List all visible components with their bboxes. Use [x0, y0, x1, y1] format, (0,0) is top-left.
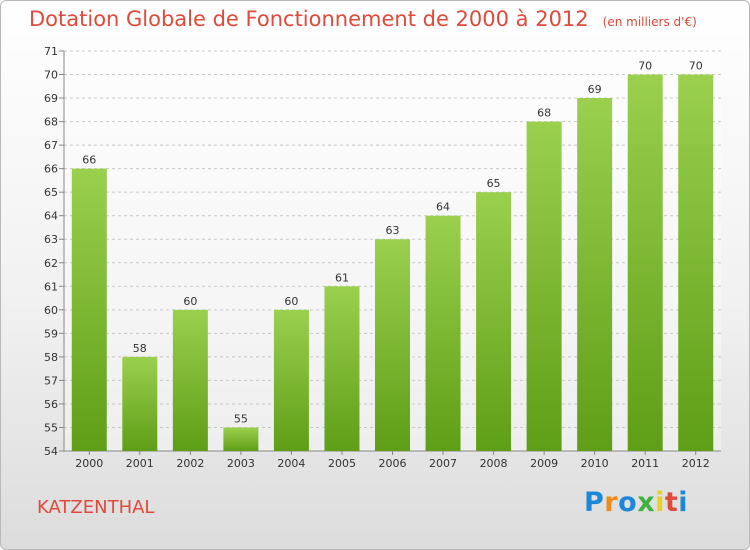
y-tick-label: 71: [44, 45, 58, 58]
chart-title-main: Dotation Globale de Fonctionnement de 20…: [29, 7, 589, 31]
y-tick-label: 62: [44, 257, 58, 270]
data-label: 61: [335, 271, 349, 284]
bar-2003: [223, 427, 259, 451]
commune-name: KATZENTHAL: [37, 497, 155, 518]
chart-subtitle: (en milliers d'€): [602, 15, 697, 29]
y-tick-label: 69: [44, 92, 58, 105]
bar-2012: [678, 74, 714, 451]
x-tick-label: 2009: [530, 457, 558, 470]
y-tick-label: 55: [44, 421, 58, 434]
x-tick-label: 2005: [328, 457, 356, 470]
y-tick-label: 64: [44, 210, 58, 223]
x-tick-label: 2004: [277, 457, 305, 470]
data-label: 60: [284, 295, 298, 308]
data-label: 63: [386, 224, 400, 237]
x-tick-label: 2011: [631, 457, 659, 470]
x-tick-label: 2008: [480, 457, 508, 470]
bar-2005: [324, 286, 360, 451]
bar-2002: [172, 309, 208, 451]
logo-letter: o: [618, 487, 638, 518]
logo-letter: t: [664, 487, 679, 518]
bar-2000: [71, 168, 107, 451]
y-tick-label: 70: [44, 69, 58, 82]
y-tick-label: 65: [44, 186, 58, 199]
x-tick-label: 2012: [682, 457, 710, 470]
bar-2001: [122, 356, 158, 451]
x-tick-label: 2003: [227, 457, 255, 470]
logo-letter: x: [637, 487, 656, 518]
proxiti-logo: Proxiti: [584, 487, 688, 518]
y-tick-label: 56: [44, 398, 58, 411]
data-label: 65: [487, 177, 501, 190]
bar-2004: [273, 309, 309, 451]
x-tick-label: 2000: [75, 457, 103, 470]
y-tick-label: 61: [44, 280, 58, 293]
bar-2008: [476, 192, 512, 452]
bar-2006: [375, 239, 410, 451]
x-tick-label: 2010: [581, 457, 609, 470]
x-tick-label: 2002: [176, 457, 204, 470]
x-tick-label: 2007: [429, 457, 457, 470]
data-label: 70: [689, 60, 703, 73]
x-tick-label: 2006: [379, 457, 407, 470]
data-label: 70: [638, 60, 652, 73]
y-tick-label: 66: [44, 163, 58, 176]
bar-2009: [526, 121, 562, 452]
x-tick-label: 2001: [126, 457, 154, 470]
logo-letter: i: [655, 487, 665, 518]
logo-letter: P: [584, 487, 605, 518]
data-label: 68: [537, 107, 551, 120]
y-tick-label: 60: [44, 304, 58, 317]
y-tick-label: 67: [44, 139, 58, 152]
data-label: 58: [133, 342, 147, 355]
bar-2007: [425, 215, 461, 451]
data-label: 69: [588, 83, 602, 96]
y-tick-label: 63: [44, 233, 58, 246]
bar-2011: [627, 74, 663, 451]
bar-2010: [577, 98, 613, 451]
y-tick-label: 68: [44, 116, 58, 129]
data-label: 55: [234, 412, 248, 425]
y-tick-label: 57: [44, 374, 58, 387]
logo-letter: i: [678, 487, 689, 518]
y-tick-label: 58: [44, 351, 58, 364]
chart-title: Dotation Globale de Fonctionnement de 20…: [29, 7, 697, 31]
logo-letter: r: [604, 487, 619, 518]
data-label: 60: [183, 295, 197, 308]
data-label: 66: [82, 154, 96, 167]
y-tick-label: 59: [44, 327, 58, 340]
y-tick-label: 54: [44, 445, 58, 458]
data-label: 64: [436, 201, 450, 214]
